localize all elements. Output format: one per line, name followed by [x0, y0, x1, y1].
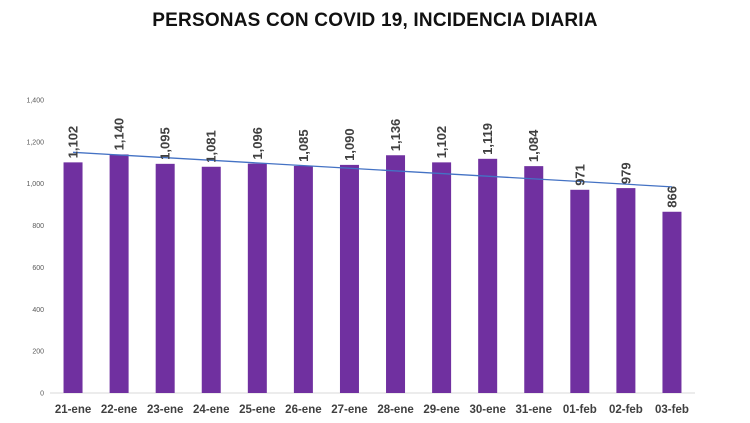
x-tick-label: 29-ene	[423, 404, 459, 416]
bar	[524, 166, 544, 393]
data-label: 1,102	[66, 126, 81, 159]
x-tick-label: 02-feb	[609, 404, 643, 416]
bar	[293, 165, 313, 393]
y-tick-label: 800	[32, 223, 44, 230]
data-label: 1,095	[158, 127, 173, 160]
x-tick-label: 31-ene	[516, 404, 552, 416]
data-label: 1,081	[204, 130, 219, 163]
bar	[247, 163, 267, 393]
x-tick-label: 23-ene	[147, 404, 183, 416]
x-tick-label: 21-ene	[55, 404, 91, 416]
bar	[109, 154, 129, 393]
data-label: 1,140	[112, 118, 127, 151]
y-tick-label: 1,400	[26, 98, 44, 105]
data-label: 1,084	[526, 129, 541, 162]
data-label: 1,085	[296, 129, 311, 162]
data-label: 866	[664, 186, 679, 208]
axis-layer: 0 200 400 600 800 1,000 1,200 1,400 21-ene 22-ene…	[26, 98, 695, 416]
bar	[155, 163, 175, 393]
y-tick-label: 1,000	[26, 181, 44, 188]
trend-line	[72, 151, 673, 188]
data-label: 1,096	[250, 127, 265, 160]
data-label: 1,102	[434, 126, 449, 159]
x-tick-label: 03-feb	[655, 404, 689, 416]
data-label-layer: 1,102 1,140 1,095 1,081 1,096 1,085 1,090 1,136…	[66, 118, 680, 208]
bar	[201, 166, 221, 393]
x-tick-label: 01-feb	[563, 404, 597, 416]
y-tick-label: 400	[32, 307, 44, 314]
data-label: 1,119	[480, 123, 495, 155]
data-label: 971	[572, 164, 587, 186]
trend-layer	[72, 151, 673, 188]
x-tick-label: 26-ene	[285, 404, 321, 416]
x-tick-label: 28-ene	[377, 404, 413, 416]
bar	[432, 162, 452, 393]
bar	[63, 162, 83, 393]
bar	[339, 164, 359, 393]
bar	[478, 158, 498, 393]
y-tick-label: 200	[32, 349, 44, 356]
bar	[616, 188, 636, 393]
bar	[662, 211, 682, 393]
x-tick-label: 24-ene	[193, 404, 229, 416]
data-label: 1,136	[388, 119, 403, 152]
x-tick-label: 22-ene	[101, 404, 137, 416]
bar	[570, 189, 590, 393]
x-tick-label: 27-ene	[331, 404, 367, 416]
y-tick-label: 600	[32, 265, 44, 272]
data-label: 1,090	[342, 128, 357, 161]
data-label: 979	[618, 162, 633, 184]
y-tick-label: 0	[40, 391, 44, 398]
bar-layer	[63, 154, 682, 393]
y-tick-label: 1,200	[26, 139, 44, 146]
chart-title: PERSONAS CON COVID 19, INCIDENCIA DIARIA	[152, 10, 598, 31]
x-tick-label: 30-ene	[469, 404, 505, 416]
bar	[386, 155, 406, 393]
x-tick-label: 25-ene	[239, 404, 275, 416]
